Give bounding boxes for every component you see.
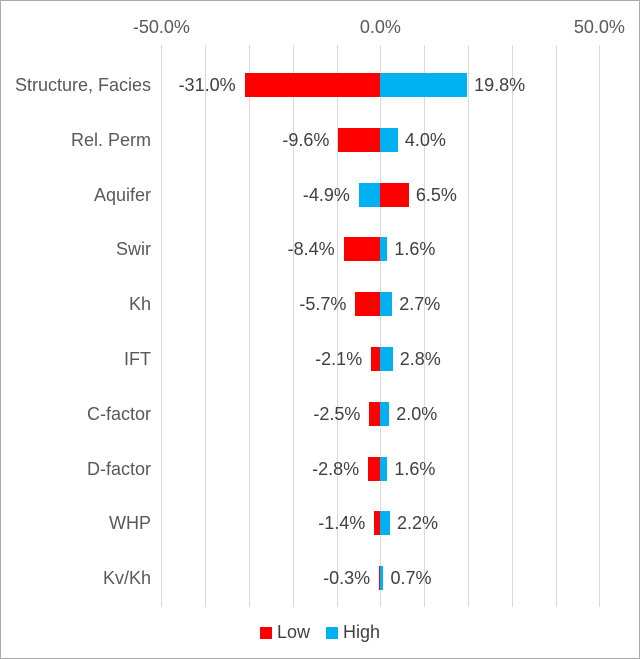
data-label-low-kh: -5.7%	[299, 294, 347, 315]
bar-low-kv-kh	[379, 566, 381, 591]
category-label-aquifer: Aquifer	[93, 184, 151, 205]
data-label-low-rel-perm: -9.6%	[282, 129, 330, 150]
data-label-low-structure-facies: -31.0%	[178, 75, 236, 95]
data-label-low-whp: -1.4%	[318, 513, 366, 534]
bar-high-c-factor	[380, 401, 390, 426]
x-axis-tick-label: 50.0%	[573, 17, 625, 37]
gridline	[380, 45, 382, 607]
bar-low-rel-perm	[338, 127, 381, 152]
data-label-high-rel-perm: 4.0%	[404, 129, 446, 150]
bar-low-structure-facies	[244, 73, 381, 97]
bar-high-kh	[380, 292, 393, 317]
bar-low-aquifer	[380, 182, 409, 207]
data-label-high-c-factor: 2.0%	[396, 403, 438, 424]
legend-item-low: Low	[259, 622, 310, 643]
data-label-high-ift: 2.8%	[399, 349, 441, 369]
legend-swatch-high	[326, 626, 338, 639]
bar-high-rel-perm	[380, 127, 398, 152]
bar-low-swir	[343, 237, 381, 262]
gridline	[511, 45, 513, 607]
data-label-high-kv-kh: 0.7%	[390, 568, 432, 589]
legend-item-high: High	[326, 622, 380, 643]
category-label-kv-kh: Kv/Kh	[102, 568, 151, 589]
gridline	[555, 45, 557, 607]
legend-swatch-low	[259, 626, 272, 639]
gridline	[599, 45, 601, 607]
gridline	[205, 45, 207, 607]
data-label-low-d-factor: -2.8%	[312, 458, 360, 479]
data-label-high-kh: 2.7%	[399, 294, 441, 315]
category-label-c-factor: C-factor	[86, 403, 151, 424]
x-axis-tick-label: 0.0%	[359, 17, 401, 37]
legend-label-high: High	[343, 622, 381, 642]
bar-low-kh	[355, 292, 381, 317]
category-label-ift: IFT	[124, 349, 151, 369]
bar-high-swir	[380, 237, 388, 262]
data-label-low-ift: -2.1%	[315, 349, 363, 369]
data-label-low-kv-kh: -0.3%	[323, 568, 371, 589]
data-label-high-structure-facies: 19.8%	[474, 75, 526, 95]
chart-legend: Low High	[1, 622, 639, 643]
gridline	[249, 45, 250, 607]
data-label-high-d-factor: 1.6%	[394, 458, 436, 479]
bar-low-whp	[374, 511, 381, 536]
category-label-whp: WHP	[109, 513, 151, 534]
bar-low-ift	[371, 347, 381, 371]
data-label-low-swir: -8.4%	[287, 239, 335, 260]
x-axis-tick-label: -50.0%	[132, 17, 190, 37]
gridline	[292, 45, 294, 607]
data-label-high-swir: 1.6%	[394, 239, 436, 260]
bar-low-d-factor	[368, 456, 381, 481]
gridline	[424, 45, 426, 607]
gridline	[468, 45, 469, 607]
bar-low-c-factor	[369, 401, 381, 426]
category-label-d-factor: D-factor	[86, 458, 151, 479]
bar-high-whp	[380, 511, 390, 536]
bar-high-ift	[380, 347, 393, 371]
data-label-high-whp: 2.2%	[397, 513, 439, 534]
data-label-high-aquifer: -4.9%	[302, 184, 350, 205]
bar-high-aquifer	[358, 182, 381, 207]
category-label-swir: Swir	[116, 239, 151, 260]
data-label-low-aquifer: 6.5%	[415, 184, 457, 205]
category-label-structure-facies: Structure, Facies	[14, 75, 151, 95]
bar-high-d-factor	[380, 456, 388, 481]
category-label-kh: Kh	[128, 294, 151, 315]
gridline	[336, 45, 338, 607]
bar-high-kv-kh	[380, 566, 384, 591]
data-label-low-c-factor: -2.5%	[313, 403, 361, 424]
category-label-rel-perm: Rel. Perm	[70, 129, 151, 150]
bar-high-structure-facies	[380, 73, 468, 97]
legend-label-low: Low	[276, 622, 310, 642]
gridline	[161, 45, 163, 607]
